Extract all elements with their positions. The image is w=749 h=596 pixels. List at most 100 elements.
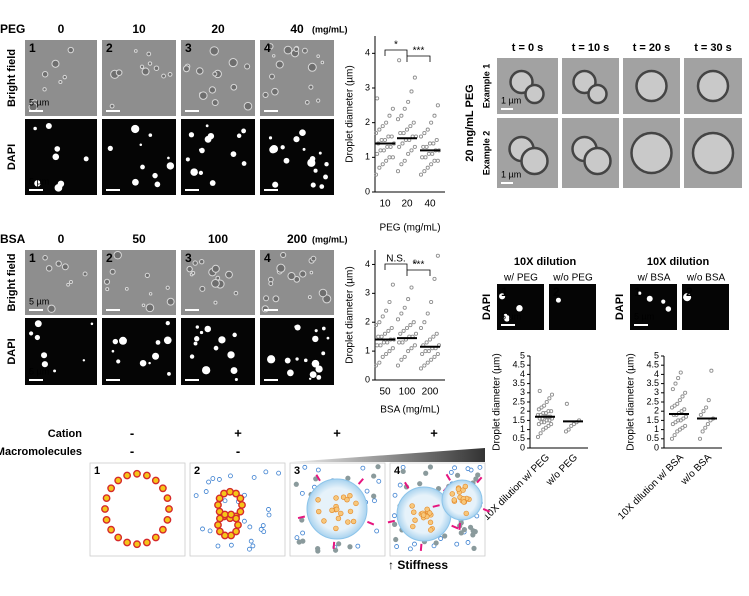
- droplet: [326, 336, 330, 340]
- macromolecule: [472, 529, 478, 535]
- data-point: [429, 357, 434, 362]
- data-point: [422, 131, 427, 136]
- unit: (mg/mL): [312, 24, 348, 34]
- cation: [400, 464, 406, 470]
- data-point: [382, 137, 388, 143]
- y-tick-label: 3: [520, 387, 525, 397]
- data-point: [429, 299, 434, 305]
- y-tick-label: 4.5: [512, 360, 525, 370]
- droplet: [144, 272, 150, 278]
- row-label: DAPI: [481, 294, 493, 320]
- data-point: [400, 141, 405, 146]
- x-axis-label: PEG (mg/mL): [379, 223, 440, 234]
- data-point: [673, 420, 678, 425]
- data-point: [425, 311, 430, 316]
- cation: [438, 536, 444, 541]
- polymer: [221, 531, 229, 540]
- droplet: [147, 61, 153, 66]
- droplet: [283, 45, 293, 55]
- data-point: [569, 423, 574, 428]
- x-tick-label: 40: [424, 199, 436, 210]
- x-tick-label: 200: [422, 387, 439, 398]
- droplet: [646, 295, 653, 302]
- column-label: w/ PEG: [503, 273, 538, 284]
- droplet: [41, 71, 49, 78]
- data-point: [682, 407, 687, 412]
- droplet: [165, 320, 170, 326]
- droplet: [148, 361, 151, 365]
- droplet: [148, 292, 153, 296]
- droplet: [58, 79, 63, 85]
- droplet: [82, 359, 86, 362]
- cation: [210, 476, 216, 481]
- droplet: [318, 151, 322, 155]
- data-point: [676, 418, 681, 423]
- data-point: [377, 360, 382, 365]
- droplet: [42, 87, 47, 92]
- polymer: [338, 510, 344, 517]
- cation: [360, 465, 366, 471]
- droplet: [311, 359, 320, 368]
- force-arrow: [445, 473, 451, 481]
- data-point: [678, 370, 683, 375]
- droplet: [228, 355, 232, 359]
- data-point: [700, 429, 705, 434]
- concentration: 10: [132, 22, 146, 36]
- droplet: [516, 305, 523, 312]
- data-point: [424, 144, 429, 149]
- droplet: [55, 260, 62, 267]
- cation: [465, 466, 471, 472]
- cation: [228, 542, 234, 548]
- droplet: [54, 183, 63, 192]
- polymer: [102, 494, 111, 503]
- droplet: [154, 181, 161, 188]
- polymer: [462, 483, 469, 490]
- polymer: [427, 519, 434, 526]
- macromolecule: [400, 468, 406, 475]
- droplet: [163, 336, 172, 345]
- sign: -: [236, 443, 240, 458]
- data-point: [536, 422, 541, 427]
- data-point: [539, 420, 544, 425]
- droplet: [316, 374, 322, 380]
- droplet: [318, 288, 328, 298]
- panel-number: 4: [394, 465, 401, 477]
- force-arrow: [357, 478, 364, 485]
- cation: [216, 477, 222, 482]
- droplet: [212, 71, 218, 77]
- data-point: [670, 422, 675, 427]
- droplet: [139, 359, 147, 367]
- cation: [454, 541, 460, 547]
- polymer: [329, 507, 335, 514]
- macromolecule: [454, 472, 461, 478]
- cation: [412, 541, 417, 547]
- scale-bar-label: 5 µm: [29, 97, 49, 107]
- data-point: [401, 328, 406, 333]
- droplet: [312, 335, 319, 343]
- droplet: [236, 133, 242, 139]
- data-point: [542, 420, 547, 425]
- droplet: [310, 182, 316, 188]
- y-tick-label: 1.5: [512, 415, 525, 425]
- data-point: [435, 253, 440, 258]
- droplet: [109, 268, 116, 275]
- data-point: [422, 363, 427, 368]
- data-point: [566, 427, 571, 432]
- data-point: [384, 351, 389, 357]
- significance-bracket: [384, 49, 408, 56]
- droplet: [119, 336, 127, 345]
- data-point: [384, 308, 389, 313]
- y-tick-label: 0: [520, 442, 525, 452]
- polymer: [123, 471, 132, 480]
- cation: [364, 488, 370, 494]
- data-point: [431, 334, 436, 339]
- data-point: [549, 409, 554, 414]
- cation: [251, 475, 257, 480]
- data-point: [547, 396, 552, 401]
- droplet: [90, 322, 94, 326]
- data-point: [385, 144, 390, 149]
- droplet: [112, 338, 119, 345]
- droplet: [167, 72, 173, 77]
- droplet: [696, 69, 730, 103]
- droplet: [635, 69, 668, 103]
